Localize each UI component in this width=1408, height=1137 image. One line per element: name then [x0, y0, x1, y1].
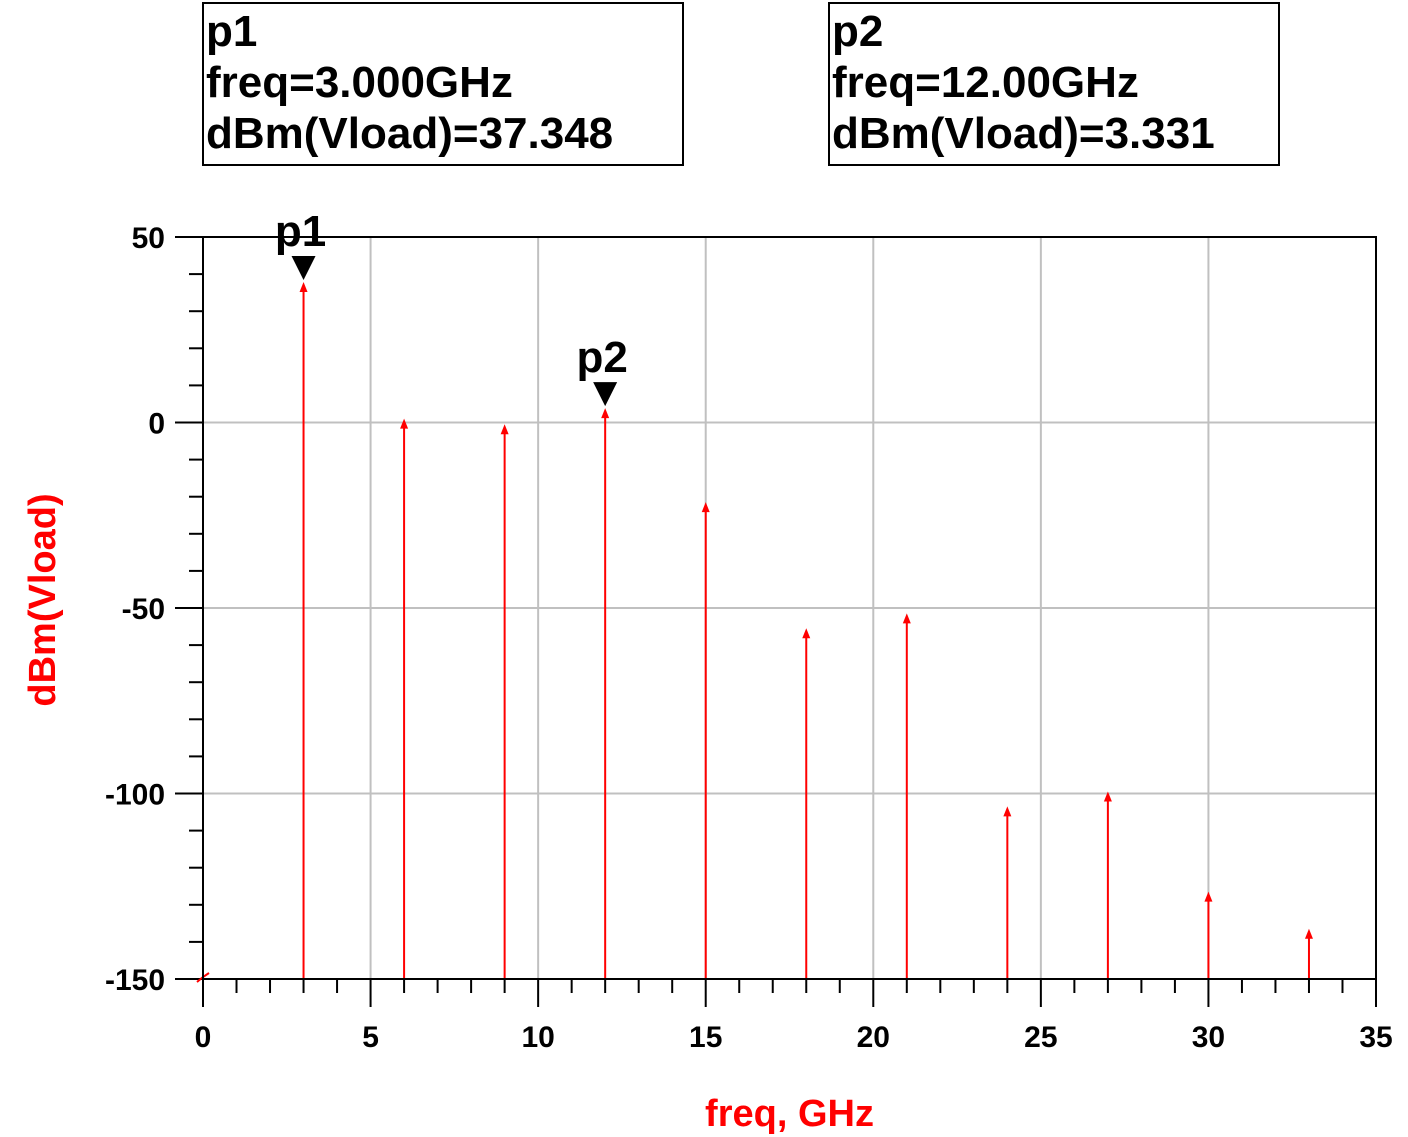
marker-readout-value: dBm(Vload)=37.348 — [206, 109, 614, 158]
marker-readout-name: p1 — [206, 7, 258, 56]
x-tick-label: 10 — [521, 1021, 554, 1054]
marker-readout-freq: freq=3.000GHz — [206, 58, 513, 107]
plot-frame — [202, 236, 1377, 980]
y-tick-label: -150 — [105, 964, 165, 997]
spectral-line-arrowhead — [1003, 806, 1012, 817]
marker-readout-p1: p1 freq=3.000GHz dBm(Vload)=37.348 — [202, 2, 684, 166]
marker-readout-freq: freq=12.00GHz — [832, 58, 1139, 107]
y-tick-label: 50 — [132, 222, 165, 255]
x-tick-label: 5 — [362, 1021, 379, 1054]
marker-label: p1 — [275, 207, 326, 256]
y-axis-label: dBm(Vload) — [22, 493, 64, 706]
spectral-line-arrowhead — [1103, 791, 1112, 802]
marker-readout-value: dBm(Vload)=3.331 — [832, 109, 1215, 158]
spectral-line-arrowhead — [601, 408, 610, 419]
marker-readout-p2: p2 freq=12.00GHz dBm(Vload)=3.331 — [828, 2, 1280, 166]
x-tick-label: 30 — [1192, 1021, 1225, 1054]
spectral-line-arrowhead — [701, 502, 710, 513]
marker-triangle-icon — [593, 382, 618, 407]
x-tick-label: 0 — [195, 1021, 212, 1054]
spectral-line-arrowhead — [902, 613, 911, 624]
y-tick-label: -50 — [122, 593, 165, 626]
x-tick-label: 15 — [689, 1021, 722, 1054]
data-series — [196, 281, 1313, 983]
x-axis-label: freq, GHz — [705, 1093, 874, 1135]
marker-triangle-icon — [291, 255, 316, 280]
y-tick-label: 0 — [148, 408, 165, 441]
marker-layer: p1 p2 — [275, 207, 628, 407]
y-tick-label: -100 — [105, 779, 165, 812]
spectral-line-arrowhead — [1204, 891, 1213, 902]
x-tick-label: 20 — [857, 1021, 890, 1054]
spectral-line-arrowhead — [400, 418, 409, 429]
spectral-line-arrowhead — [500, 424, 509, 435]
marker-label: p2 — [576, 333, 627, 382]
spectral-line-arrowhead — [802, 628, 811, 639]
spectral-line-arrowhead — [299, 281, 308, 292]
x-tick-label: 35 — [1359, 1021, 1392, 1054]
grid — [203, 237, 1376, 979]
spectral-line-arrowhead — [1304, 928, 1313, 939]
tick-labels: 0 5 10 15 20 25 30 35 50 0 -50 -100 -150 — [105, 222, 1393, 1054]
x-tick-label: 25 — [1024, 1021, 1057, 1054]
axis-ticks — [175, 236, 1377, 1007]
marker-readout-name: p2 — [832, 7, 884, 56]
